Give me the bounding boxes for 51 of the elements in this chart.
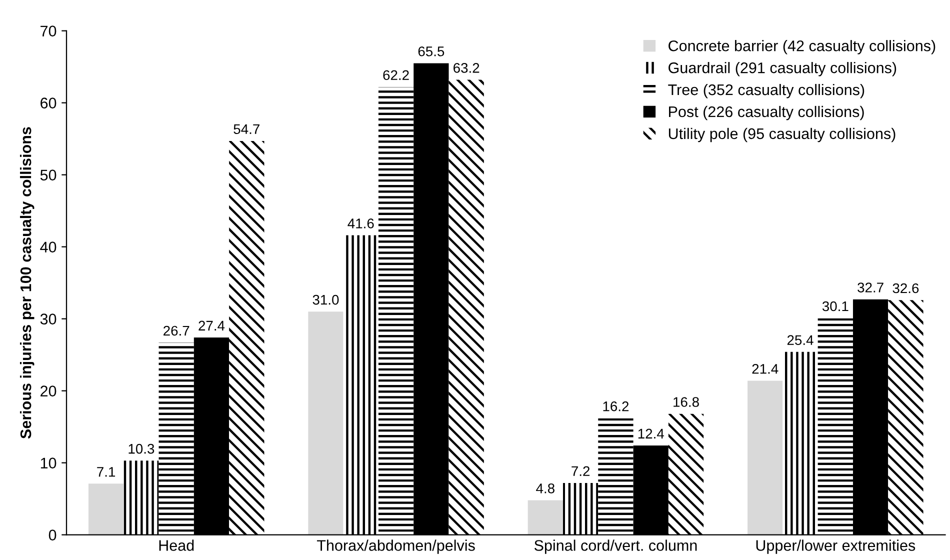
data-label: 21.4: [752, 364, 778, 374]
data-label: 30.1: [822, 301, 848, 312]
bar: [229, 140, 264, 535]
y-axis-title: Serious injuries per 100 casualty collisions: [20, 127, 34, 439]
data-label: 7.2: [572, 466, 590, 476]
legend-label: Concrete barrier (42 casualty collisions): [668, 40, 936, 54]
data-label: 54.7: [234, 124, 260, 134]
x-tick-label: Spinal cord/vert. column: [534, 540, 697, 554]
data-label: 12.4: [638, 428, 664, 438]
legend-label: Utility pole (95 casualty collisions): [668, 128, 896, 142]
bar: [448, 80, 484, 535]
y-tick-label: 30: [40, 314, 56, 324]
bar: [888, 300, 924, 535]
bar: [124, 460, 159, 535]
data-label: 31.0: [312, 294, 339, 305]
data-label: 16.2: [603, 401, 629, 412]
bar: [668, 414, 704, 535]
x-tick-label: Head: [159, 540, 194, 551]
y-tick-label: 70: [40, 26, 56, 36]
legend-label: Post (226 casualty collisions): [669, 106, 864, 120]
y-tick-label: 50: [40, 170, 56, 180]
legend-label: Guardrail (291 casualty collisions): [668, 62, 896, 76]
data-label: 26.7: [164, 326, 190, 336]
y-tick-label: 20: [40, 386, 56, 396]
y-tick-label: 60: [40, 98, 56, 108]
data-label: 4.8: [536, 483, 554, 494]
legend-label: Tree (352 casualty collisions): [668, 84, 864, 98]
bar: [562, 482, 598, 535]
y-tick-label: 10: [40, 458, 56, 468]
data-label: 41.6: [348, 218, 374, 228]
bar: [158, 342, 194, 535]
data-label: 25.4: [787, 335, 814, 346]
bar: [308, 312, 344, 535]
bar: [748, 380, 783, 535]
data-label: 32.6: [892, 283, 919, 294]
bar: [343, 235, 378, 535]
data-label: 32.7: [858, 282, 884, 292]
bar: [598, 418, 634, 535]
bar: [88, 484, 124, 535]
y-tick-label: 0: [48, 530, 56, 540]
data-label: 10.3: [128, 444, 154, 454]
data-label: 16.8: [674, 397, 699, 407]
x-tick-label: Upper/lower extremities: [756, 540, 916, 554]
x-tick-label: Thorax/abdomen/pelvis: [316, 540, 475, 554]
data-label: 65.5: [418, 46, 444, 56]
y-tick-label: 40: [40, 242, 56, 252]
data-label: 62.2: [383, 70, 409, 80]
data-label: 63.2: [454, 63, 480, 73]
data-label: 7.1: [97, 467, 116, 477]
data-label: 27.4: [198, 320, 225, 330]
bar: [528, 500, 563, 535]
